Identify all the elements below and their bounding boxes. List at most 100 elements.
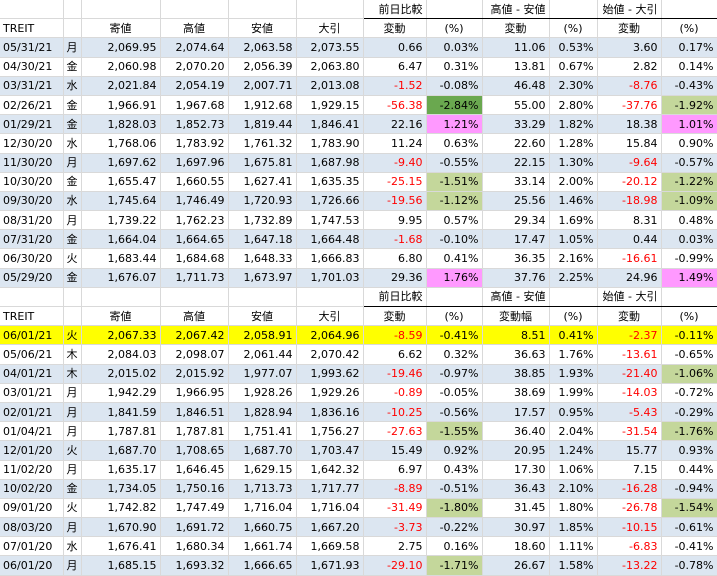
table-cell[interactable]: 17.47 bbox=[482, 229, 550, 250]
table-cell[interactable]: 金 bbox=[63, 114, 82, 135]
table-cell[interactable]: 0.16% bbox=[426, 536, 483, 557]
table-cell[interactable]: -1.76% bbox=[661, 421, 717, 442]
column-header[interactable]: (%) bbox=[549, 306, 598, 327]
table-cell[interactable]: 1,635.35 bbox=[296, 172, 364, 192]
table-cell[interactable]: 8.51 bbox=[482, 325, 550, 346]
table-cell[interactable]: 水 bbox=[63, 133, 82, 154]
column-header[interactable]: 変動 bbox=[363, 306, 427, 327]
table-cell[interactable]: -0.61% bbox=[661, 517, 717, 538]
table-cell[interactable]: 2.80% bbox=[549, 95, 598, 116]
table-row[interactable]: 04/30/21 金 2,060.98 2,070.20 2,056.39 2,063.8… bbox=[0, 57, 717, 77]
table-cell[interactable]: 1,761.32 bbox=[228, 133, 297, 154]
table-row[interactable]: 08/03/20 月 1,670.90 1,691.72 1,660.75 1,667.2… bbox=[0, 517, 717, 538]
table-cell[interactable]: 36.35 bbox=[482, 248, 550, 269]
table-cell[interactable]: 0.48% bbox=[661, 210, 717, 231]
table-cell[interactable]: -0.78% bbox=[661, 555, 717, 576]
table-cell[interactable]: 1,828.94 bbox=[228, 402, 297, 423]
table-cell[interactable]: 2,063.58 bbox=[228, 37, 297, 58]
table-cell[interactable]: 10/02/20 bbox=[0, 479, 64, 499]
table-cell[interactable]: 25.56 bbox=[482, 191, 550, 212]
table-cell[interactable]: 月 bbox=[63, 555, 82, 576]
table-cell[interactable]: 22.60 bbox=[482, 133, 550, 154]
table-cell[interactable]: 12/30/20 bbox=[0, 133, 64, 154]
table-cell[interactable]: -37.76 bbox=[597, 95, 662, 116]
column-header[interactable]: 変動 bbox=[597, 306, 662, 327]
table-cell[interactable]: 1,966.91 bbox=[81, 95, 161, 116]
group-header-cell[interactable] bbox=[426, 0, 483, 20]
table-cell[interactable]: -1.71% bbox=[426, 555, 483, 576]
table-cell[interactable]: 15.77 bbox=[597, 440, 662, 461]
table-cell[interactable]: 0.03% bbox=[426, 37, 483, 58]
table-cell[interactable]: 3.60 bbox=[597, 37, 662, 58]
table-cell[interactable]: -0.41% bbox=[661, 536, 717, 557]
table-cell[interactable]: 1.82% bbox=[549, 114, 598, 135]
table-cell[interactable]: -0.55% bbox=[426, 153, 483, 173]
table-cell[interactable]: 06/01/20 bbox=[0, 555, 64, 576]
table-cell[interactable]: 1.76% bbox=[549, 344, 598, 365]
table-cell[interactable]: 1,691.72 bbox=[160, 517, 229, 538]
table-cell[interactable]: 0.95% bbox=[549, 402, 598, 423]
table-cell[interactable]: 1,693.32 bbox=[160, 555, 229, 576]
table-cell[interactable]: 2,074.64 bbox=[160, 37, 229, 58]
table-cell[interactable]: 24.96 bbox=[597, 268, 662, 288]
table-cell[interactable]: 1,756.27 bbox=[296, 421, 364, 442]
table-cell[interactable]: 1,717.77 bbox=[296, 479, 364, 499]
table-cell[interactable]: 1,912.68 bbox=[228, 95, 297, 116]
table-cell[interactable]: 1,750.16 bbox=[160, 479, 229, 499]
table-cell[interactable]: 1,680.34 bbox=[160, 536, 229, 557]
table-cell[interactable]: -56.38 bbox=[363, 95, 427, 116]
table-cell[interactable]: -31.54 bbox=[597, 421, 662, 442]
table-cell[interactable]: 38.85 bbox=[482, 364, 550, 384]
table-row[interactable]: 03/31/21 水 2,021.84 2,054.19 2,007.71 2,013.0… bbox=[0, 76, 717, 96]
table-cell[interactable]: 6.62 bbox=[363, 344, 427, 365]
column-header[interactable]: TREIT bbox=[0, 18, 64, 39]
table-cell[interactable]: -20.12 bbox=[597, 172, 662, 192]
table-cell[interactable]: 1,667.20 bbox=[296, 517, 364, 538]
table-row[interactable]: 01/04/21 月 1,787.81 1,787.81 1,751.41 1,756.2… bbox=[0, 421, 717, 442]
table-cell[interactable]: 0.44 bbox=[597, 229, 662, 250]
table-cell[interactable]: 0.63% bbox=[426, 133, 483, 154]
table-cell[interactable]: 6.80 bbox=[363, 248, 427, 269]
table-cell[interactable]: 1.06% bbox=[549, 460, 598, 480]
table-cell[interactable]: 1,828.03 bbox=[81, 114, 161, 135]
table-cell[interactable]: 1.05% bbox=[549, 229, 598, 250]
column-header[interactable]: (%) bbox=[661, 306, 717, 327]
table-cell[interactable]: 09/30/20 bbox=[0, 191, 64, 212]
table-cell[interactable]: 金 bbox=[63, 172, 82, 192]
table-cell[interactable]: 15.49 bbox=[363, 440, 427, 461]
group-header-cell[interactable]: 始値 - 大引 bbox=[597, 287, 662, 308]
table-cell[interactable]: 1,648.33 bbox=[228, 248, 297, 269]
table-cell[interactable]: 1,683.44 bbox=[81, 248, 161, 269]
table-row[interactable]: 07/01/20 水 1,676.41 1,680.34 1,661.74 1,669.5… bbox=[0, 536, 717, 557]
table-cell[interactable]: 0.90% bbox=[661, 133, 717, 154]
table-cell[interactable]: 7.15 bbox=[597, 460, 662, 480]
table-cell[interactable]: 1,993.62 bbox=[296, 364, 364, 384]
table-cell[interactable]: 11/02/20 bbox=[0, 460, 64, 480]
table-cell[interactable]: 1,671.93 bbox=[296, 555, 364, 576]
table-cell[interactable]: 1,846.51 bbox=[160, 402, 229, 423]
table-cell[interactable]: 26.67 bbox=[482, 555, 550, 576]
table-cell[interactable]: 46.48 bbox=[482, 76, 550, 96]
column-header[interactable]: 大引 bbox=[296, 306, 364, 327]
group-header-cell[interactable] bbox=[549, 0, 598, 20]
table-cell[interactable]: 火 bbox=[63, 498, 82, 519]
table-cell[interactable]: -0.05% bbox=[426, 383, 483, 403]
table-cell[interactable]: 1,739.22 bbox=[81, 210, 161, 231]
table-cell[interactable]: -8.59 bbox=[363, 325, 427, 346]
table-cell[interactable]: -10.25 bbox=[363, 402, 427, 423]
table-cell[interactable]: 2,069.95 bbox=[81, 37, 161, 58]
table-cell[interactable]: -0.11% bbox=[661, 325, 717, 346]
table-cell[interactable]: 0.92% bbox=[426, 440, 483, 461]
table-row[interactable]: 02/01/21 月 1,841.59 1,846.51 1,828.94 1,836.1… bbox=[0, 402, 717, 423]
table-row[interactable]: 06/01/21 火 2,067.33 2,067.42 2,058.91 2,064.9… bbox=[0, 325, 717, 346]
table-cell[interactable]: -0.72% bbox=[661, 383, 717, 403]
table-cell[interactable]: 1,664.48 bbox=[296, 229, 364, 250]
table-cell[interactable]: 火 bbox=[63, 325, 82, 346]
table-cell[interactable]: 2,067.33 bbox=[81, 325, 161, 346]
column-header[interactable]: 安値 bbox=[228, 306, 297, 327]
group-header-cell[interactable] bbox=[63, 287, 82, 308]
table-cell[interactable]: 1.85% bbox=[549, 517, 598, 538]
table-cell[interactable]: 月 bbox=[63, 383, 82, 403]
table-cell[interactable]: 0.17% bbox=[661, 37, 717, 58]
group-header-cell[interactable] bbox=[549, 287, 598, 308]
